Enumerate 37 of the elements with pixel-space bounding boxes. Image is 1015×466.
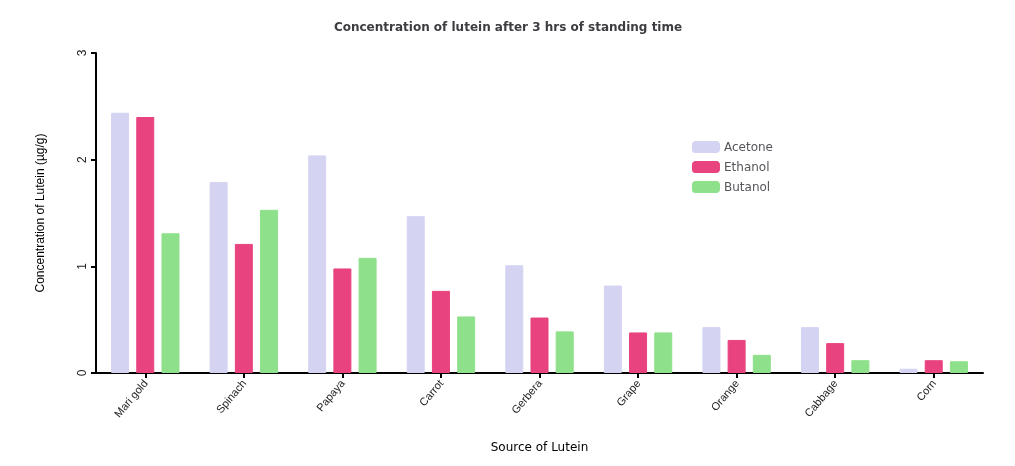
- bar: [800, 327, 819, 373]
- y-tick-label: 0: [75, 369, 89, 377]
- y-tick-label: 2: [75, 156, 89, 164]
- bar: [826, 343, 845, 373]
- bar: [629, 332, 648, 373]
- bar: [654, 332, 673, 373]
- bar: [505, 265, 524, 373]
- bar: [603, 285, 622, 373]
- bar: [752, 354, 771, 373]
- bar: [899, 368, 918, 373]
- y-axis-title: Concentration of Lutein (µg/g): [33, 133, 47, 293]
- bar: [136, 117, 155, 373]
- bar: [234, 243, 253, 373]
- bar: [851, 360, 870, 373]
- bar: [358, 257, 377, 373]
- y-tick-label: 1: [75, 262, 89, 270]
- bar: [924, 360, 943, 373]
- bar: [260, 209, 279, 373]
- x-axis-title: Source of Lutein: [490, 440, 589, 454]
- bar: [457, 316, 476, 373]
- bar: [702, 327, 721, 373]
- legend-label: Acetone: [723, 140, 773, 154]
- legend-label: Ethanol: [723, 160, 770, 174]
- bar: [111, 112, 130, 373]
- bar: [555, 331, 574, 373]
- bar: [333, 268, 352, 373]
- bar: [530, 317, 549, 373]
- chart-title: Concentration of lutein after 3 hrs of standing time: [333, 20, 683, 34]
- bar: [406, 216, 425, 373]
- bar: [308, 155, 327, 373]
- bar: [727, 339, 746, 373]
- bar: [949, 361, 968, 373]
- bar: [209, 182, 228, 373]
- bar: [431, 290, 450, 373]
- y-tick-label: 3: [75, 49, 89, 57]
- legend-label: Butanol: [723, 180, 771, 194]
- bar: [161, 233, 180, 373]
